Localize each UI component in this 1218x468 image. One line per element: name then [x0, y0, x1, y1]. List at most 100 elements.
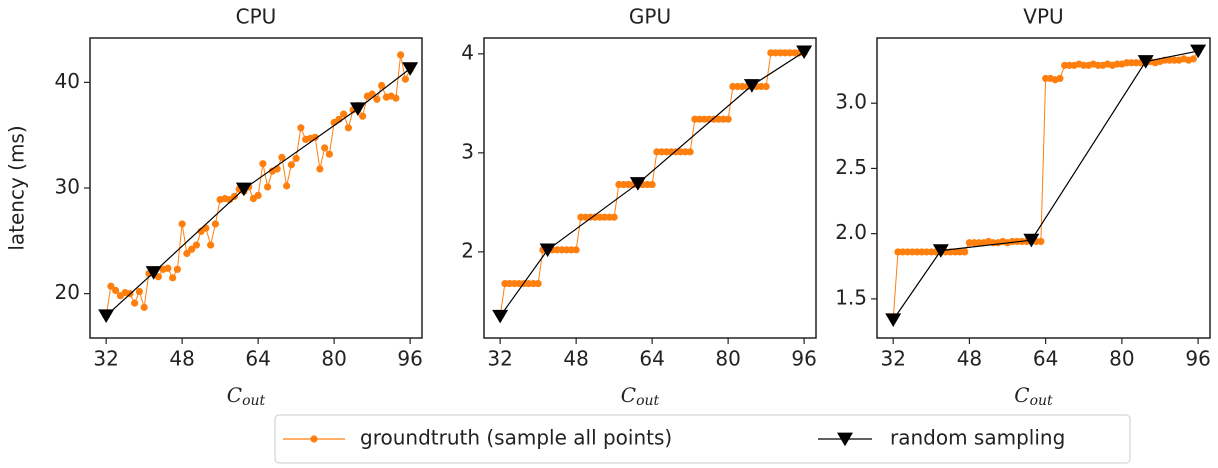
point [278, 153, 286, 161]
point [373, 95, 381, 103]
point [492, 309, 509, 324]
point [145, 266, 162, 280]
point [230, 192, 238, 201]
point [188, 245, 196, 253]
point [534, 279, 542, 288]
point [629, 177, 646, 191]
point [107, 282, 115, 290]
point [154, 273, 162, 281]
x-axis-label-main: C [621, 383, 636, 407]
point [164, 264, 172, 272]
point [349, 102, 366, 116]
point [1137, 55, 1154, 69]
x-axis-label-sub: out [1030, 393, 1053, 409]
x-axis-label: Cout [1014, 383, 1053, 410]
point [724, 115, 732, 123]
x-tick-label: 96 [397, 347, 422, 371]
point [1189, 55, 1197, 63]
x-tick-label: 32 [880, 347, 905, 371]
y-axis-label: latency (ms) [5, 125, 29, 250]
y-tick-label: 20 [55, 280, 80, 304]
point [135, 287, 143, 296]
point [572, 246, 580, 254]
point [321, 144, 329, 152]
x-axis-label-sub: out [242, 393, 265, 409]
point [202, 224, 210, 232]
point [961, 248, 969, 256]
point [325, 150, 333, 158]
legend: groundtruth (sample all points) random sa… [274, 414, 1131, 464]
point [259, 160, 267, 168]
x-tick-label: 32 [93, 347, 118, 371]
plot-frame [483, 37, 817, 339]
y-tick-label: 40 [55, 69, 80, 93]
series-line [892, 50, 1199, 320]
x-tick-label: 64 [1033, 347, 1058, 371]
y-tick-label: 2.0 [835, 220, 867, 244]
point [207, 241, 215, 249]
x-tick-label: 96 [1185, 347, 1210, 371]
x-tick-label: 96 [791, 347, 816, 371]
subplot-title: VPU [1023, 5, 1063, 29]
x-axis-label-main: C [227, 383, 242, 407]
point [131, 299, 139, 307]
point [283, 182, 291, 190]
point [287, 161, 295, 169]
point [273, 165, 281, 173]
plot-frame [876, 37, 1211, 339]
point [1056, 74, 1064, 83]
point [235, 182, 252, 197]
legend-box [274, 414, 1131, 464]
point [743, 79, 760, 93]
x-tick-label: 64 [245, 347, 270, 371]
point [397, 51, 405, 59]
point [610, 213, 618, 221]
x-axis-label-main: C [1014, 383, 1029, 407]
point [297, 124, 305, 132]
point [885, 313, 902, 327]
point [1023, 233, 1040, 248]
x-axis-label: Cout [621, 383, 660, 410]
point [183, 249, 191, 258]
point [192, 241, 200, 249]
y-tick-label: 1.5 [835, 285, 867, 309]
point [112, 286, 120, 295]
x-tick-label: 64 [639, 347, 664, 371]
point [392, 94, 400, 102]
y-tick-label: 30 [55, 175, 80, 199]
point [264, 183, 272, 191]
subplot-title: CPU [236, 5, 277, 29]
point [932, 244, 949, 258]
point [292, 154, 300, 163]
x-tick-label: 48 [957, 347, 982, 371]
point [648, 180, 656, 189]
point [98, 309, 115, 324]
point [539, 243, 556, 258]
x-tick-label: 80 [321, 347, 346, 371]
y-tick-label: 4 [461, 40, 474, 64]
x-tick-label: 80 [715, 347, 740, 371]
subplot-title: GPU [629, 5, 671, 29]
point [402, 62, 419, 76]
point [169, 274, 177, 282]
x-tick-label: 80 [1109, 347, 1134, 371]
legend-marker [310, 435, 318, 443]
legend-label: random sampling [890, 426, 1065, 450]
y-tick-label: 3.0 [835, 90, 867, 114]
x-axis-label-sub: out [636, 393, 659, 409]
point [140, 303, 148, 311]
x-tick-label: 48 [563, 347, 588, 371]
legend-label: groundtruth (sample all points) [360, 426, 672, 450]
y-tick-label: 3 [461, 139, 474, 163]
y-tick-label: 2 [461, 238, 474, 262]
point [316, 165, 324, 173]
point [340, 110, 348, 118]
x-axis-label: Cout [227, 383, 266, 410]
point [401, 75, 409, 83]
point [344, 124, 352, 132]
point [1190, 44, 1207, 59]
point [796, 45, 813, 60]
point [173, 265, 181, 273]
point [1037, 237, 1045, 246]
